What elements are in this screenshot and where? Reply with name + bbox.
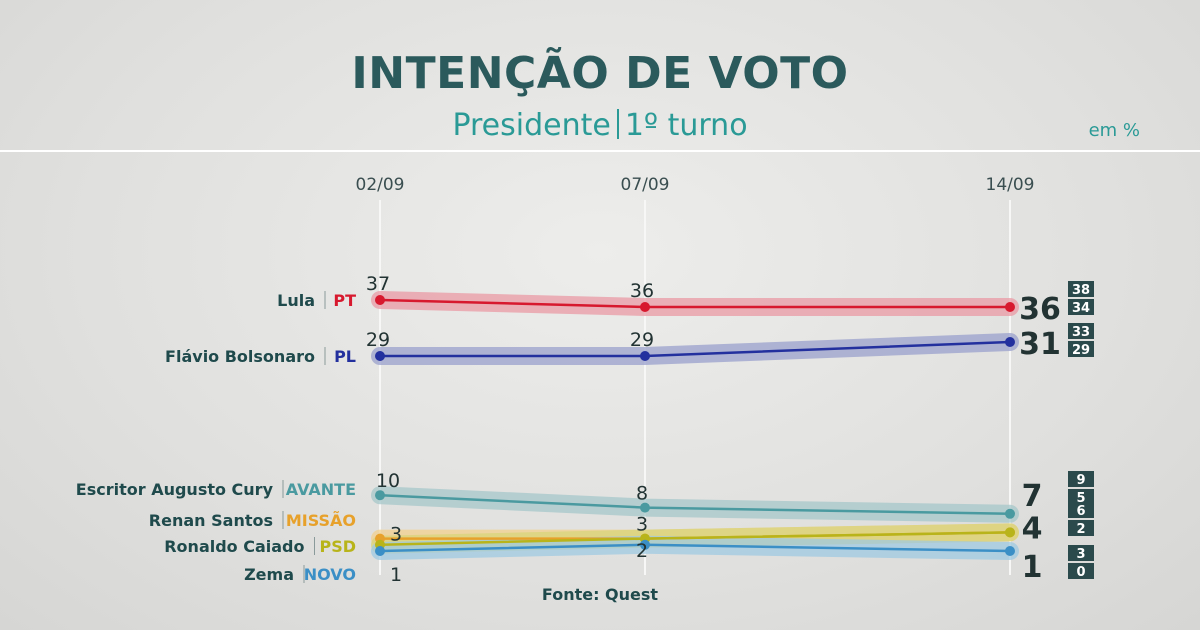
ci-lower-box (1068, 563, 1094, 579)
data-point (1005, 337, 1015, 347)
series-name-label: Ronaldo Caiado (164, 537, 304, 556)
ci-upper-box (1068, 502, 1094, 518)
latest-value-label: 7 (1022, 479, 1043, 514)
series-party-label: MISSÃO (286, 511, 356, 530)
data-point (375, 295, 385, 305)
ci-upper-value: 6 (1076, 504, 1085, 519)
subtitle-office: Presidente (452, 108, 611, 143)
series-party-label: NOVO (304, 565, 356, 584)
data-point (1005, 508, 1015, 519)
data-label: 37 (366, 273, 390, 295)
ci-lower-value: 5 (1076, 491, 1085, 506)
chart-header: INTENÇÃO DE VOTO Presidente 1º turno em % (0, 0, 1200, 150)
data-point (1005, 546, 1015, 556)
data-point (640, 302, 650, 312)
ci-lower-value: 2 (1076, 522, 1085, 537)
data-label: 29 (630, 329, 654, 351)
data-point (640, 502, 650, 513)
chart-subtitle: Presidente 1º turno (0, 108, 1200, 143)
data-point (640, 351, 650, 361)
series-party-label: PL (334, 347, 356, 366)
ci-lower-box (1068, 341, 1094, 357)
data-label: 29 (366, 329, 390, 351)
x-tick-label: 07/09 (621, 175, 670, 195)
ci-upper-value: 38 (1072, 283, 1090, 298)
series-name-label: Escritor Augusto Cury (76, 480, 274, 499)
latest-value-label: 36 (1019, 292, 1061, 327)
ci-upper-box (1068, 281, 1094, 297)
series-party-label: AVANTE (286, 480, 356, 499)
header-divider (0, 150, 1200, 152)
data-point (375, 351, 385, 361)
data-point (1005, 302, 1015, 312)
data-label: 1 (390, 564, 402, 586)
series-name-label: Lula (277, 291, 315, 310)
x-tick-label: 14/09 (986, 175, 1035, 195)
ci-upper-box (1068, 323, 1094, 339)
ci-lower-box (1068, 489, 1094, 505)
series-name-label: Zema (244, 565, 294, 584)
latest-value-label: 4 (1022, 511, 1043, 546)
data-label: 8 (636, 483, 648, 505)
series-name-label: Renan Santos (149, 511, 273, 530)
series-party-label: PSD (319, 537, 356, 556)
data-label: 10 (376, 470, 400, 492)
data-label: 2 (636, 540, 648, 562)
data-label: 3 (636, 514, 648, 536)
latest-value-label: 31 (1019, 327, 1061, 362)
ci-upper-box (1068, 545, 1094, 561)
series-party-label: PT (333, 291, 356, 310)
ci-upper-value: 9 (1076, 473, 1085, 488)
data-point (375, 546, 385, 556)
subtitle-round: 1º turno (624, 108, 748, 143)
ci-upper-value: 3 (1076, 547, 1085, 562)
ci-lower-value: 29 (1072, 343, 1090, 358)
data-label: 36 (630, 280, 654, 302)
ci-upper-value: 33 (1072, 325, 1090, 340)
ci-lower-value: 34 (1072, 301, 1090, 316)
unit-label: em % (1088, 120, 1140, 141)
data-point (375, 490, 385, 501)
data-point (640, 539, 650, 550)
data-label: 3 (390, 524, 402, 546)
x-tick-label: 02/09 (356, 175, 405, 195)
latest-value-label: 1 (1022, 550, 1043, 585)
ci-upper-box (1068, 471, 1094, 487)
chart-title: INTENÇÃO DE VOTO (351, 48, 849, 99)
source-label: Fonte: Quest (541, 585, 659, 604)
series-name-label: Flávio Bolsonaro (165, 347, 315, 366)
subtitle-separator (616, 109, 619, 139)
ci-lower-value: 0 (1076, 565, 1085, 580)
ci-lower-box (1068, 299, 1094, 315)
data-point (1005, 527, 1015, 538)
ci-lower-box (1068, 520, 1094, 536)
